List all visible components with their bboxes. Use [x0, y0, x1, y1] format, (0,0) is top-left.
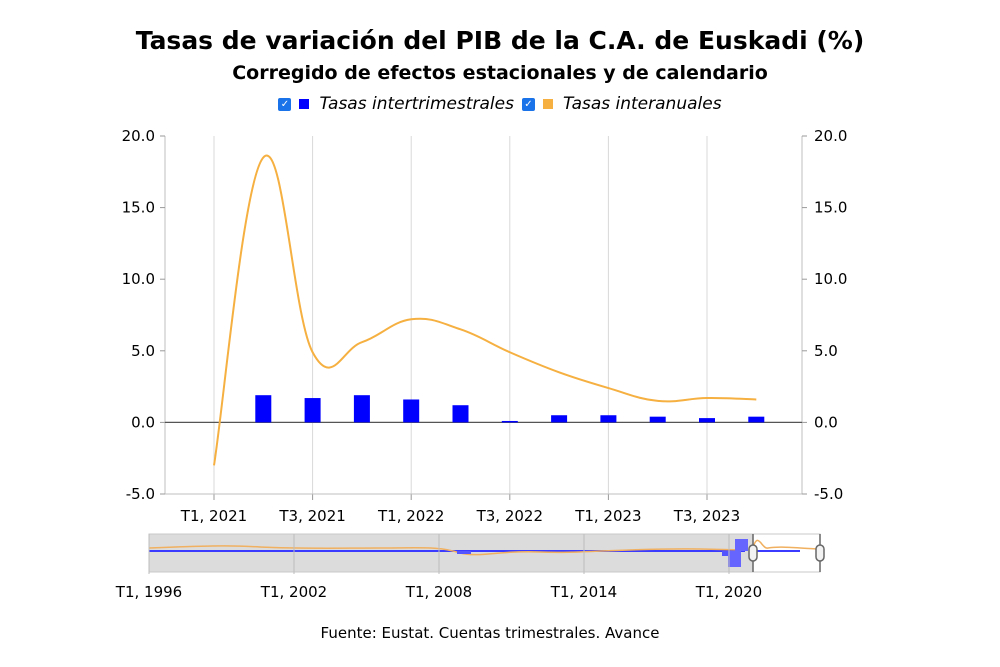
y-tick-label-left: 20.0 [122, 127, 155, 145]
series-line-interanuales [213, 154, 757, 466]
y-tick-label-right: 10.0 [814, 270, 847, 288]
y-tick-label-right: 5.0 [814, 342, 838, 360]
source-note: Fuente: Eustat. Cuentas trimestrales. Av… [320, 624, 660, 642]
x-tick-label: T3, 2023 [673, 507, 740, 525]
navigator-handle[interactable] [748, 544, 758, 562]
x-tick-label: T1, 2022 [377, 507, 444, 525]
checkbox-checked-icon[interactable]: ✓ [521, 97, 535, 111]
navigator-tick-label: T1, 1996 [115, 583, 182, 601]
x-tick-label: T3, 2021 [278, 507, 345, 525]
navigator-tick-label: T1, 2002 [260, 583, 327, 601]
bar [649, 416, 666, 423]
chart-title: Tasas de variación del PIB de la C.A. de… [135, 26, 865, 55]
y-tick-label-left: 5.0 [131, 342, 155, 360]
bar [304, 398, 321, 423]
legend-item-interanuales[interactable]: ✓ Tasas interanuales [521, 94, 722, 114]
y-tick-label-right: 0.0 [814, 413, 838, 431]
navigator-line-selected [752, 539, 821, 550]
navigator-tick-label: T1, 2014 [550, 583, 617, 601]
navigator-bar [735, 539, 748, 551]
navigator-line-series [148, 545, 746, 556]
y-tick-label-right: 20.0 [814, 127, 847, 145]
checkbox-checked-icon[interactable]: ✓ [278, 97, 292, 111]
y-tick-label-left: -5.0 [126, 485, 155, 503]
bar-swatch-icon [299, 99, 310, 109]
legend-item-intertrimestrales[interactable]: ✓ Tasas intertrimestrales [278, 94, 514, 114]
bar [501, 420, 518, 423]
bar [403, 399, 420, 423]
chart-subtitle: Corregido de efectos estacionales y de c… [232, 62, 768, 84]
navigator-tick-label: T1, 2008 [405, 583, 472, 601]
navigator-bar [722, 551, 728, 556]
bar [600, 415, 617, 423]
navigator-tick-label: T1, 2020 [695, 583, 762, 601]
bar [748, 416, 765, 423]
legend: ✓ Tasas intertrimestrales ✓ Tasas intera… [0, 94, 1000, 114]
navigator-selection [752, 533, 821, 573]
bar [699, 418, 715, 423]
x-tick-label: T3, 2022 [476, 507, 543, 525]
x-tick-label: T1, 2023 [574, 507, 641, 525]
navigator-bar [457, 551, 471, 554]
navigator-outside-selection [148, 533, 754, 573]
navigator-bar [728, 551, 741, 567]
y-tick-label-left: 15.0 [122, 199, 155, 217]
y-tick-label-left: 10.0 [122, 270, 155, 288]
navigator-handle[interactable] [815, 544, 825, 562]
y-tick-label-right: -5.0 [814, 485, 843, 503]
x-tick-label: T1, 2021 [180, 507, 247, 525]
y-tick-label-right: 15.0 [814, 199, 847, 217]
legend-label: Tasas intertrimestrales [319, 94, 514, 114]
bar [353, 395, 370, 423]
bar [255, 395, 272, 423]
bar [551, 415, 568, 423]
y-tick-label-left: 0.0 [131, 413, 155, 431]
line-swatch-icon [542, 99, 553, 109]
bar [452, 405, 469, 423]
legend-label: Tasas interanuales [562, 94, 722, 114]
